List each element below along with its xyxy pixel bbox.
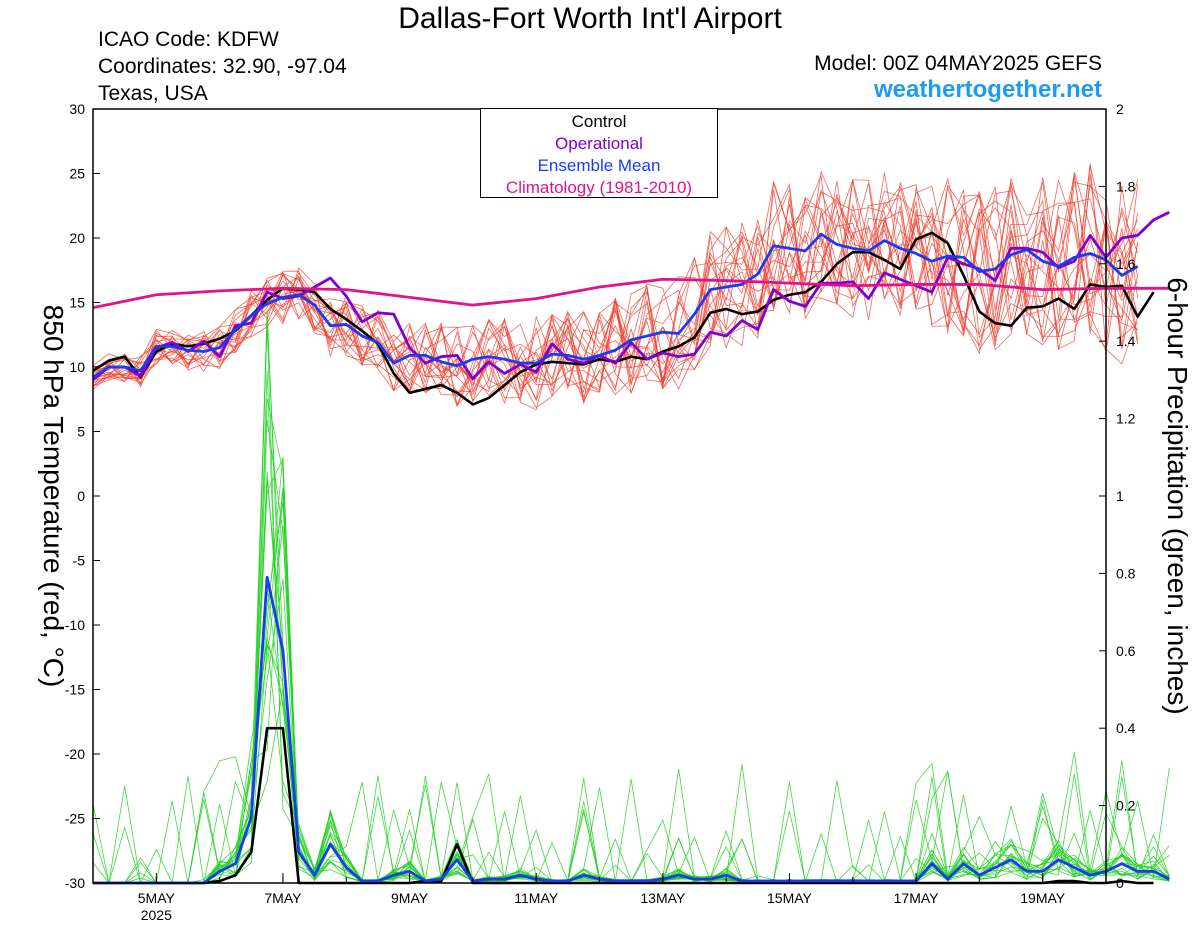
legend-control: Control [571,112,627,131]
left-tick-label: -20 [65,746,85,762]
icao-code: ICAO Code: KDFW [98,28,279,51]
right-tick-label: 1.4 [1116,333,1136,349]
coordinates: Coordinates: 32.90, -97.04 [98,55,347,78]
right-tick-label: 2 [1116,101,1124,117]
precip-member-line [93,324,1170,884]
legend-ensemble-mean: Ensemble Mean [537,156,661,175]
x-tick-label: 7MAY [264,890,302,906]
temp-member-line [92,183,1139,405]
left-tick-label: 20 [69,230,85,246]
series-mean-precip [93,575,1170,885]
right-tick-label: 0.2 [1116,798,1136,814]
left-tick-label: -5 [73,553,86,569]
left-tick-label: 0 [77,488,85,504]
precip-member-line [93,419,1170,884]
series-clim-temp [92,277,1170,310]
model-info: Model: 00Z 04MAY2025 GEFS [814,52,1102,75]
precip-member-line [93,309,1170,884]
x-tick-label: 19MAY [1020,890,1066,906]
series-operational-temp [92,210,1170,381]
legend: Control Operational Ensemble Mean Climat… [480,108,718,198]
x-tick-sublabel: 2025 [141,907,172,923]
left-tick-label: -25 [65,811,85,827]
series-control-temp [92,231,1155,406]
temp-member-line [92,174,1139,411]
right-tick-label: 0.6 [1116,643,1136,659]
right-tick-label: 1.8 [1116,178,1136,194]
left-tick-label: 30 [69,101,85,117]
legend-climatology: Climatology (1981-2010) [505,178,693,197]
left-tick-label: 15 [69,295,85,311]
series-mean-temp [92,232,1139,379]
plot-frame [92,108,1107,884]
right-tick-label: 1.6 [1116,256,1136,272]
right-tick-label: 0 [1116,875,1124,891]
region: Texas, USA [98,82,208,105]
left-tick-label: 5 [77,424,85,440]
right-tick-label: 1 [1116,488,1124,504]
left-tick-label: -10 [65,617,85,633]
temp-member-line [92,177,1139,397]
x-tick-label: 9MAY [391,890,429,906]
left-tick-label: -15 [65,682,85,698]
right-axis-label: 6-hour Precipitation (green, inches) [1162,277,1193,714]
station-info: ICAO Code: KDFW Coordinates: 32.90, -97.… [98,26,347,107]
legend-operational: Operational [555,134,643,153]
temp-member-line [92,180,1138,401]
left-tick-label: 10 [69,359,85,375]
precip-member-line [93,319,1170,884]
page-title: Dallas-Fort Worth Int'l Airport [398,2,782,35]
left-axis-label: 850 hPa Temperature (red, °C) [38,305,69,688]
x-tick-label: 11MAY [514,890,558,906]
right-tick-label: 0.4 [1116,720,1136,736]
site-name: weathertogether.net [873,76,1102,103]
x-tick-label: 17MAY [894,890,940,906]
x-tick-label: 13MAY [640,890,686,906]
precip-member-line [93,458,1170,884]
right-tick-label: 0.8 [1116,565,1136,581]
left-tick-label: 25 [69,166,85,182]
left-tick-label: -30 [65,875,85,891]
chart-axes: 302520151050-5-10-15-20-25-3021.81.61.41… [65,101,1136,923]
x-tick-label: 5MAY [138,890,176,906]
right-tick-label: 1.2 [1116,411,1136,427]
x-tick-label: 15MAY [767,890,813,906]
